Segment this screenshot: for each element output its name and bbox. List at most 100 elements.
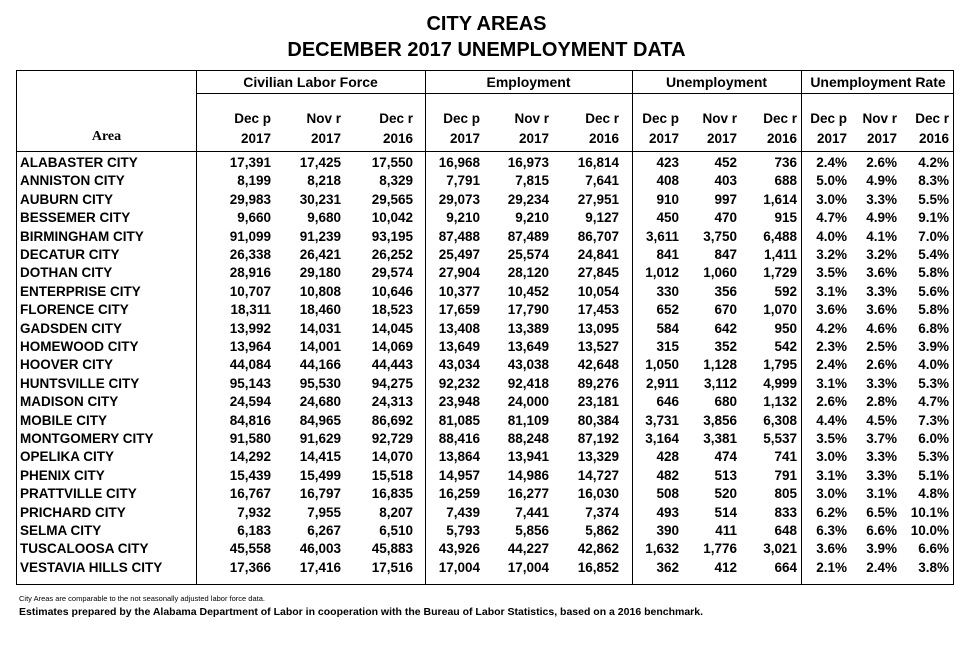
- table-cell: 4.4%: [816, 412, 847, 428]
- table-cell: 26,421: [299, 247, 341, 262]
- area-name: DOTHAN CITY: [20, 265, 113, 281]
- table-row: HOMEWOOD CITY 13,964 14,001 14,069 13,649 13,…: [17, 338, 953, 356]
- column-header: Dec r 2016: [379, 111, 413, 146]
- table-cell: 27,904: [438, 265, 480, 281]
- table-cell: 412: [714, 559, 737, 575]
- header-body-divider: [17, 151, 953, 152]
- table-cell: 42,862: [577, 541, 619, 557]
- table-cell: 3,731: [645, 412, 679, 428]
- table-cell: 915: [774, 210, 797, 226]
- table-cell: 315: [656, 339, 679, 354]
- table-cell: 2.8%: [866, 394, 897, 410]
- table-cell: 7,374: [585, 504, 619, 520]
- table-cell: 15,499: [299, 467, 341, 483]
- table-cell: 3.5%: [816, 431, 847, 446]
- table-cell: 2.3%: [816, 339, 847, 354]
- table-cell: 6.6%: [918, 541, 949, 557]
- table-cell: 1,411: [763, 247, 797, 262]
- group-header-unemployment-rate: Unemployment Rate: [810, 74, 946, 90]
- table-cell: 3.9%: [866, 541, 897, 557]
- table-cell: 6,488: [763, 228, 797, 244]
- table-cell: 7,641: [585, 173, 619, 189]
- table-cell: 9,210: [515, 210, 549, 226]
- table-cell: 17,004: [507, 559, 549, 575]
- table-row: MOBILE CITY 84,816 84,965 86,692 81,085 81,10…: [17, 412, 953, 430]
- table-cell: 45,883: [371, 541, 413, 557]
- table-cell: 3.6%: [816, 541, 847, 557]
- column-header: Dec p 2017: [234, 111, 271, 146]
- table-cell: 592: [774, 283, 797, 299]
- table-cell: 3.3%: [866, 283, 897, 299]
- area-name: GADSDEN CITY: [20, 320, 123, 336]
- table-cell: 6.6%: [866, 523, 897, 538]
- table-cell: 91,629: [299, 431, 341, 446]
- table-cell: 3.1%: [816, 467, 847, 483]
- area-name: VESTAVIA HILLS CITY: [20, 559, 163, 575]
- table-cell: 17,366: [229, 559, 271, 575]
- table-cell: 950: [774, 320, 797, 336]
- table-cell: 14,001: [299, 339, 341, 354]
- table-cell: 94,275: [371, 375, 413, 391]
- table-cell: 3.3%: [866, 449, 897, 465]
- table-cell: 7,932: [237, 504, 271, 520]
- table-cell: 1,060: [703, 265, 737, 281]
- footnote-estimates: Estimates prepared by the Alabama Depart…: [19, 606, 704, 618]
- table-cell: 3.8%: [918, 559, 949, 575]
- table-cell: 13,941: [507, 449, 549, 465]
- table-cell: 16,797: [299, 486, 341, 502]
- table-cell: 86,692: [371, 412, 413, 428]
- table-cell: 7.3%: [918, 412, 949, 428]
- area-name: BIRMINGHAM CITY: [20, 228, 144, 244]
- table-cell: 352: [714, 339, 737, 354]
- table-cell: 16,259: [438, 486, 480, 502]
- table-cell: 5.5%: [918, 191, 949, 207]
- table-cell: 14,070: [371, 449, 413, 465]
- column-header: Dec p 2017: [810, 111, 847, 146]
- table-cell: 3.2%: [866, 247, 897, 262]
- table-cell: 9,680: [307, 210, 341, 226]
- table-cell: 16,973: [507, 155, 549, 170]
- table-row: TUSCALOOSA CITY 45,558 46,003 45,883 43,926 4…: [17, 540, 953, 558]
- table-row: OPELIKA CITY 14,292 14,415 14,070 13,864 13,9…: [17, 448, 953, 466]
- table-row: PHENIX CITY 15,439 15,499 15,518 14,957 14,98…: [17, 467, 953, 485]
- column-header: Dec r 2016: [585, 111, 619, 146]
- table-cell: 2.6%: [866, 155, 897, 170]
- table-cell: 5,793: [446, 523, 480, 538]
- table-cell: 24,594: [229, 394, 271, 410]
- table-cell: 1,050: [645, 357, 679, 373]
- area-name: SELMA CITY: [20, 523, 102, 538]
- table-cell: 13,649: [507, 339, 549, 354]
- table-row: ANNISTON CITY 8,199 8,218 8,329 7,791 7,815 7,…: [17, 172, 953, 190]
- table-cell: 584: [656, 320, 679, 336]
- table-cell: 14,292: [229, 449, 271, 465]
- table-cell: 13,329: [577, 449, 619, 465]
- table-cell: 24,841: [577, 247, 619, 262]
- table-row: DECATUR CITY 26,338 26,421 26,252 25,497 25,5…: [17, 246, 953, 264]
- table-cell: 43,926: [438, 541, 480, 557]
- table-cell: 13,649: [438, 339, 480, 354]
- table-cell: 46,003: [299, 541, 341, 557]
- table-cell: 45,558: [229, 541, 271, 557]
- table-row: HUNTSVILLE CITY 95,143 95,530 94,275 92,232 9…: [17, 375, 953, 393]
- table-cell: 92,418: [507, 375, 549, 391]
- table-cell: 3.1%: [816, 283, 847, 299]
- table-cell: 5.3%: [918, 375, 949, 391]
- table-cell: 3.3%: [866, 191, 897, 207]
- table-cell: 4.9%: [866, 173, 897, 189]
- table-cell: 1,012: [645, 265, 679, 281]
- area-name: HOMEWOOD CITY: [20, 339, 139, 354]
- table-cell: 4.2%: [816, 320, 847, 336]
- area-name: ALABASTER CITY: [20, 155, 138, 170]
- table-cell: 26,252: [371, 247, 413, 262]
- table-cell: 5.0%: [816, 173, 847, 189]
- table-cell: 14,031: [299, 320, 341, 336]
- table-cell: 3.0%: [816, 449, 847, 465]
- table-row: SELMA CITY 6,183 6,267 6,510 5,793 5,856 5,862…: [17, 522, 953, 540]
- table-row: MONTGOMERY CITY 91,580 91,629 92,729 88,416 8…: [17, 430, 953, 448]
- table-cell: 5.8%: [918, 265, 949, 281]
- table-cell: 513: [714, 467, 737, 483]
- area-name: BESSEMER CITY: [20, 210, 131, 226]
- table-row: GADSDEN CITY 13,992 14,031 14,045 13,408 13,3…: [17, 320, 953, 338]
- table-cell: 362: [656, 559, 679, 575]
- table-cell: 833: [774, 504, 797, 520]
